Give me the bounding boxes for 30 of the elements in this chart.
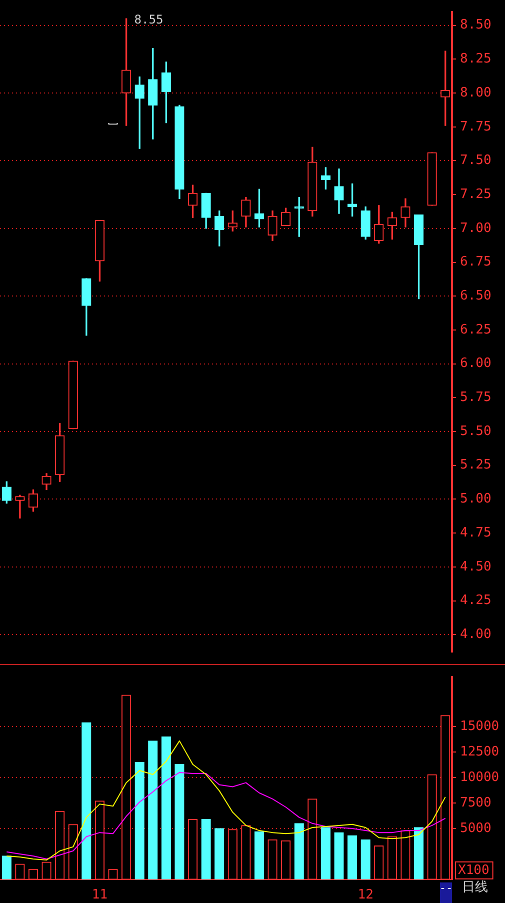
x-tick-label: 12 <box>358 888 374 903</box>
y-tick-label: 6.25 <box>460 322 492 338</box>
y-tick-label: 7.50 <box>460 153 492 168</box>
y-tick-label: 4.50 <box>460 559 492 574</box>
x-tick-label: 11 <box>92 888 108 903</box>
y-tick-label: 7.25 <box>460 186 492 202</box>
y-tick-label: 5.50 <box>460 424 492 439</box>
y-tick-label: 5.75 <box>460 390 492 406</box>
y-tick-label: 6.00 <box>460 356 492 372</box>
y-tick-label: 6.75 <box>460 254 492 270</box>
text: X100 <box>458 862 490 878</box>
y-tick-label: 5000 <box>460 820 492 836</box>
y-tick-label: 7.00 <box>460 220 492 236</box>
y-tick-label: 5.25 <box>460 458 492 473</box>
y-tick-label: 8.50 <box>460 18 492 33</box>
y-tick-label: 6.50 <box>460 288 492 304</box>
text: 日线 <box>462 880 488 895</box>
y-tick-label: 8.25 <box>460 52 492 67</box>
y-tick-label: 8.00 <box>460 85 492 100</box>
y-tick-label: 10000 <box>460 770 500 785</box>
y-tick-label: 15000 <box>460 719 500 734</box>
y-tick-label: 12500 <box>460 744 500 760</box>
y-tick-label: 7500 <box>460 795 492 810</box>
text: -- <box>439 881 453 894</box>
y-tick-label: 4.25 <box>460 593 492 608</box>
y-tick-label: 5.00 <box>460 492 492 507</box>
y-tick-label: 4.75 <box>460 525 492 540</box>
y-tick-label: 4.00 <box>460 626 492 642</box>
y-tick-label: 7.75 <box>460 119 492 134</box>
annotation: 8.55 <box>134 12 164 27</box>
